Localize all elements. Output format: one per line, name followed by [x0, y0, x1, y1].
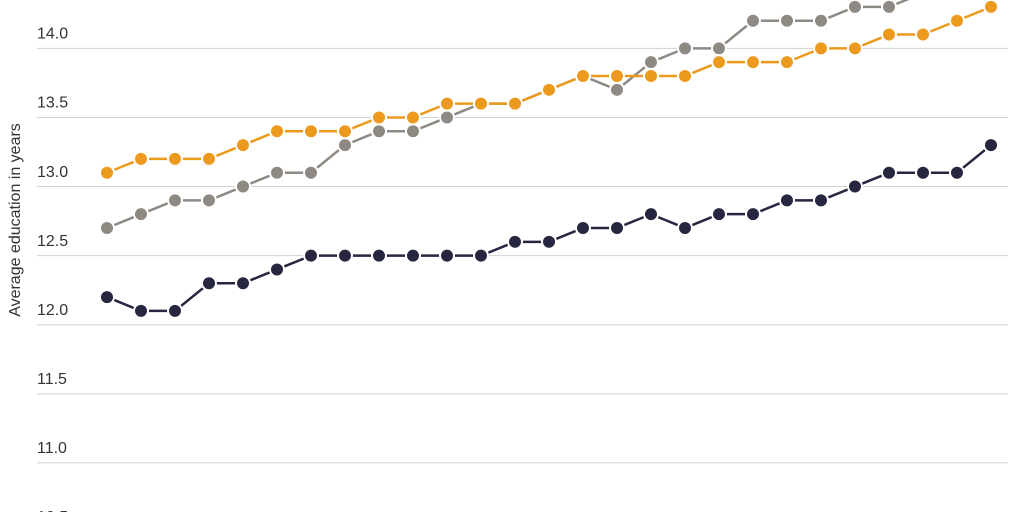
point [235, 275, 251, 292]
point [473, 247, 489, 264]
point [779, 12, 795, 29]
point [167, 150, 183, 167]
point [643, 206, 659, 223]
point [405, 247, 421, 264]
point [439, 109, 455, 126]
point [99, 220, 115, 236]
point [643, 68, 659, 84]
point [745, 206, 761, 223]
point [609, 81, 625, 98]
point [915, 164, 931, 181]
point [99, 289, 115, 306]
point [813, 192, 829, 209]
point [167, 192, 183, 209]
point [201, 192, 217, 209]
point [541, 81, 557, 98]
point [575, 220, 591, 236]
point [949, 164, 965, 181]
point [575, 68, 591, 84]
y-axis-label: Average education in years [7, 123, 24, 317]
point [405, 123, 421, 140]
point [99, 164, 115, 181]
point [269, 123, 285, 140]
point [847, 0, 863, 15]
point [643, 54, 659, 71]
point [745, 54, 761, 71]
point [235, 178, 251, 195]
point [949, 12, 965, 29]
point [609, 68, 625, 84]
point [507, 233, 523, 250]
point [133, 150, 149, 167]
point [303, 164, 319, 181]
point [711, 40, 727, 57]
point [881, 26, 897, 43]
point [235, 137, 251, 154]
point [677, 68, 693, 84]
y-tick-label: 10.5 [37, 509, 68, 512]
point [269, 164, 285, 181]
point [745, 12, 761, 29]
point [677, 40, 693, 57]
point [983, 137, 999, 154]
point [541, 233, 557, 250]
y-tick-label: 13.0 [37, 164, 68, 181]
point [473, 95, 489, 112]
point [813, 40, 829, 57]
point [439, 247, 455, 264]
point [983, 0, 999, 15]
point [371, 247, 387, 264]
point [711, 54, 727, 71]
point [337, 247, 353, 264]
series-line [106, 0, 910, 230]
point [915, 26, 931, 43]
point [847, 40, 863, 57]
point [303, 123, 319, 140]
point [201, 275, 217, 292]
point [167, 302, 183, 319]
point [133, 206, 149, 223]
point [269, 261, 285, 278]
point [881, 164, 897, 181]
point [133, 302, 149, 319]
point [507, 95, 523, 112]
point [677, 220, 693, 236]
point [201, 150, 217, 167]
y-tick-label: 12.0 [37, 302, 68, 319]
point [303, 247, 319, 264]
point [439, 95, 455, 112]
point [371, 123, 387, 140]
point [813, 12, 829, 29]
point [881, 0, 897, 15]
point [779, 192, 795, 209]
point [609, 220, 625, 236]
y-tick-label: 14.0 [37, 26, 68, 43]
point [371, 109, 387, 126]
point [779, 54, 795, 71]
point [711, 206, 727, 223]
point [847, 178, 863, 195]
point [337, 123, 353, 140]
point [405, 109, 421, 126]
point [337, 137, 353, 154]
y-tick-label: 12.5 [37, 233, 68, 250]
y-tick-label: 11.0 [37, 440, 67, 457]
y-tick-label: 11.5 [37, 371, 67, 388]
y-tick-label: 13.5 [37, 95, 68, 112]
